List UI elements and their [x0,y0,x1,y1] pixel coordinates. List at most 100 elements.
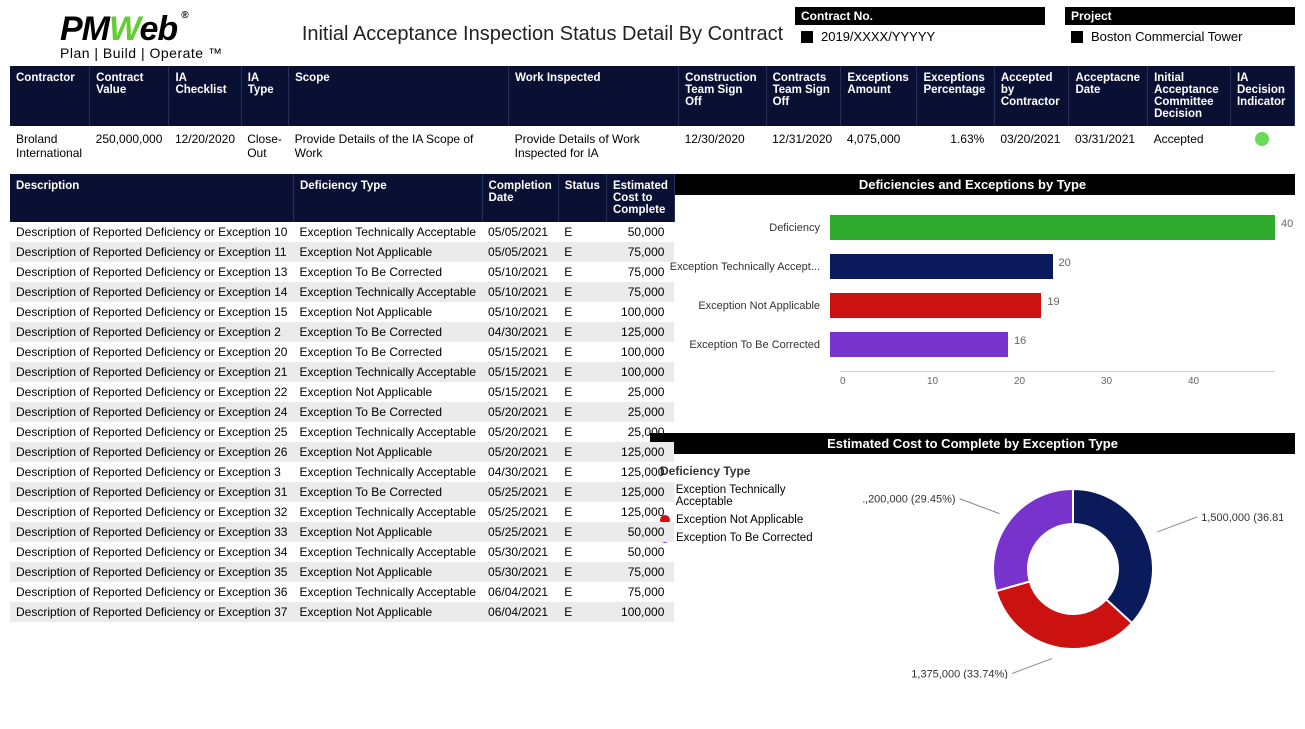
table-row[interactable]: Description of Reported Deficiency or Ex… [10,402,674,422]
detail-cell: E [558,402,606,422]
contract-no-checkbox-icon[interactable] [801,31,813,43]
summary-header[interactable]: Contract Value [90,66,169,126]
table-row[interactable]: Description of Reported Deficiency or Ex… [10,422,674,442]
summary-header[interactable]: Initial Acceptance Committee Decision [1148,66,1231,126]
detail-cell: Description of Reported Deficiency or Ex… [10,242,293,262]
detail-cell: Description of Reported Deficiency or Ex… [10,522,293,542]
bar-chart-x-axis: 010203040 [840,371,1275,387]
header: PMWeb® Plan | Build | Operate ™ Initial … [0,0,1305,66]
table-row[interactable]: Description of Reported Deficiency or Ex… [10,502,674,522]
table-row[interactable]: Description of Reported Deficiency or Ex… [10,342,674,362]
bar-row[interactable]: Exception Technically Accept...20 [660,254,1275,279]
bar-chart-title: Deficiencies and Exceptions by Type [650,174,1295,195]
summary-cell: 12/30/2020 [679,126,767,166]
detail-cell: 05/30/2021 [482,562,558,582]
project-checkbox-icon[interactable] [1071,31,1083,43]
summary-header[interactable]: Scope [289,66,509,126]
logo-tagline: Plan | Build | Operate ™ [60,45,290,61]
legend-item[interactable]: Exception To Be Corrected [660,532,840,544]
detail-cell: Description of Reported Deficiency or Ex… [10,502,293,522]
table-row[interactable]: Description of Reported Deficiency or Ex… [10,542,674,562]
donut-chart[interactable]: 1,500,000 (36.81%)1,375,000 (33.74%)1,20… [863,459,1283,679]
detail-cell: E [558,542,606,562]
summary-header[interactable]: IA Checklist [169,66,241,126]
status-indicator-icon [1255,132,1269,146]
table-row[interactable]: Description of Reported Deficiency or Ex… [10,362,674,382]
detail-cell: 04/30/2021 [482,322,558,342]
summary-header[interactable]: IA Decision Indicator [1230,66,1294,126]
summary-header[interactable]: Contracts Team Sign Off [766,66,841,126]
summary-header[interactable]: Exceptions Percentage [917,66,994,126]
logo: PMWeb® Plan | Build | Operate ™ [60,5,290,61]
bar-value: 20 [1059,257,1071,269]
summary-header[interactable]: Accepted by Contractor [994,66,1069,126]
summary-header[interactable]: Acceptacne Date [1069,66,1148,126]
bar-row[interactable]: Exception To Be Corrected16 [660,332,1275,357]
summary-header[interactable]: Contractor [10,66,90,126]
summary-header[interactable]: Exceptions Amount [841,66,917,126]
detail-cell: Description of Reported Deficiency or Ex… [10,602,293,622]
bar-row[interactable]: Deficiency40 [660,215,1275,240]
legend-item[interactable]: Exception Not Applicable [660,514,840,526]
detail-cell: Description of Reported Deficiency or Ex… [10,382,293,402]
summary-header[interactable]: Construction Team Sign Off [679,66,767,126]
bar-value: 19 [1047,296,1059,308]
detail-cell: E [558,502,606,522]
detail-header[interactable]: Completion Date [482,174,558,222]
detail-cell: 05/20/2021 [482,442,558,462]
detail-cell: 05/15/2021 [482,382,558,402]
indicator-cell [1230,126,1294,166]
table-row[interactable]: Description of Reported Deficiency or Ex… [10,302,674,322]
detail-cell: Exception To Be Corrected [293,342,482,362]
detail-cell: Description of Reported Deficiency or Ex… [10,422,293,442]
bar-fill: 19 [830,293,1041,318]
detail-cell: E [558,602,606,622]
summary-header[interactable]: Work Inspected [509,66,679,126]
table-row[interactable]: Description of Reported Deficiency or Ex… [10,482,674,502]
detail-header[interactable]: Description [10,174,293,222]
table-row[interactable]: Description of Reported Deficiency or Ex… [10,602,674,622]
summary-cell: Close-Out [241,126,288,166]
contract-no-filter[interactable]: Contract No. 2019/XXXX/YYYYY [795,7,1045,48]
page-title: Initial Acceptance Inspection Status Det… [290,5,795,46]
detail-cell: Description of Reported Deficiency or Ex… [10,282,293,302]
detail-header[interactable]: Status [558,174,606,222]
detail-cell: 05/05/2021 [482,242,558,262]
table-row[interactable]: Description of Reported Deficiency or Ex… [10,582,674,602]
table-row[interactable]: Description of Reported Deficiency or Ex… [10,442,674,462]
table-row[interactable]: Description of Reported Deficiency or Ex… [10,262,674,282]
detail-cell: Exception Technically Acceptable [293,582,482,602]
table-row[interactable]: Description of Reported Deficiency or Ex… [10,282,674,302]
table-row[interactable]: Description of Reported Deficiency or Ex… [10,562,674,582]
detail-cell: Description of Reported Deficiency or Ex… [10,462,293,482]
table-row[interactable]: Description of Reported Deficiency or Ex… [10,382,674,402]
project-filter[interactable]: Project Boston Commercial Tower [1065,7,1295,48]
summary-header[interactable]: IA Type [241,66,288,126]
detail-cell: 50,000 [606,542,674,562]
detail-cell: 05/25/2021 [482,482,558,502]
bar-row[interactable]: Exception Not Applicable19 [660,293,1275,318]
summary-table: ContractorContract ValueIA ChecklistIA T… [10,66,1295,166]
detail-cell: 125,000 [606,442,674,462]
donut-slice[interactable] [993,489,1073,591]
detail-cell: Description of Reported Deficiency or Ex… [10,402,293,422]
summary-cell: 12/20/2020 [169,126,241,166]
detail-header[interactable]: Deficiency Type [293,174,482,222]
detail-cell: Exception Not Applicable [293,562,482,582]
bar-label: Exception Not Applicable [660,300,830,312]
detail-cell: 125,000 [606,482,674,502]
table-row[interactable]: Description of Reported Deficiency or Ex… [10,322,674,342]
bar-fill: 20 [830,254,1053,279]
detail-cell: 06/04/2021 [482,582,558,602]
table-row[interactable]: Description of Reported Deficiency or Ex… [10,462,674,482]
detail-table: DescriptionDeficiency TypeCompletion Dat… [10,174,675,622]
legend-item[interactable]: Exception Technically Acceptable [660,484,840,508]
table-row[interactable]: Description of Reported Deficiency or Ex… [10,522,674,542]
detail-cell: E [558,342,606,362]
summary-cell: Accepted [1148,126,1231,166]
table-row[interactable]: Description of Reported Deficiency or Ex… [10,222,674,242]
donut-label: 1,200,000 (29.45%) [863,494,956,506]
detail-cell: Description of Reported Deficiency or Ex… [10,582,293,602]
donut-slice[interactable] [1073,489,1153,623]
table-row[interactable]: Description of Reported Deficiency or Ex… [10,242,674,262]
